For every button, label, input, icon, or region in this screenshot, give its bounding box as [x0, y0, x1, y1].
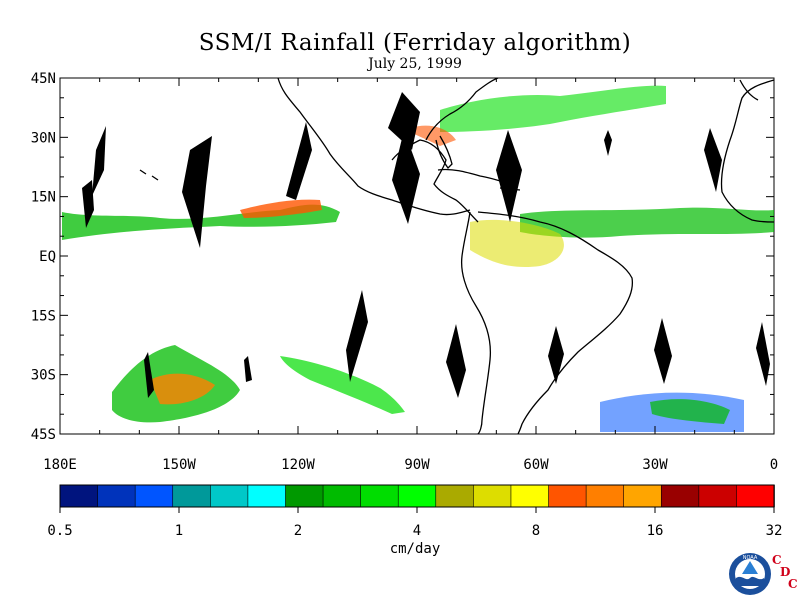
lon-label: 0 [770, 457, 778, 473]
coast-africa-west [720, 79, 775, 223]
colorbar-label: 8 [532, 523, 540, 539]
lat-label: 15S [31, 308, 56, 324]
colorbar-swatch [548, 484, 587, 508]
colorbar-labels: 0.5 1 2 4 8 16 32 [47, 507, 782, 539]
cdc-letter-1: C [772, 553, 782, 567]
logo-text: NOAA [743, 555, 758, 561]
colorbar-swatch [247, 484, 287, 508]
coast-iberia [739, 79, 759, 101]
colorbar-label: 16 [647, 523, 664, 539]
colorbar-swatch [510, 484, 550, 508]
lat-label: 30S [31, 368, 56, 384]
lat-label: 45S [31, 427, 56, 443]
swath-gap-8 [604, 130, 612, 156]
missing-data-swaths [82, 92, 770, 398]
lon-label: 180E [43, 457, 77, 473]
coast-hawaii [139, 169, 159, 181]
swath-gap-15 [144, 352, 154, 398]
colorbar-label: 0.5 [47, 523, 72, 539]
colorbar-label: 4 [413, 523, 421, 539]
colorbar-swatch [660, 484, 700, 508]
colorbar-swatch [210, 484, 249, 508]
colorbar-units: cm/day [389, 541, 441, 557]
swath-gap-1 [92, 126, 106, 196]
colorbar-swatch [285, 484, 324, 508]
lat-label: 45N [31, 71, 56, 87]
colorbar-swatch [435, 484, 475, 508]
rain-band-gulf [410, 125, 456, 146]
swath-gap-7 [496, 130, 522, 222]
swath-gap-14 [756, 322, 770, 386]
coast-south-america-west [460, 211, 492, 435]
colorbar-swatch [623, 484, 663, 508]
rain-band-amazon [470, 219, 564, 268]
lat-label: EQ [39, 249, 56, 265]
colorbar [59, 484, 775, 508]
lat-label: 30N [31, 130, 56, 146]
colorbar-swatch [172, 484, 212, 508]
rain-band-itcz-atlantic [520, 207, 774, 238]
rain-band-north-atlantic [440, 85, 666, 132]
lon-label: 60W [523, 457, 549, 473]
rain-band-south-atlantic-core [650, 399, 730, 424]
lat-axis: 45N 30N 15N EQ 15S 30S 45S [31, 71, 774, 443]
map-title: SSM/I Rainfall (Ferriday algorithm) [198, 30, 632, 56]
coast-north-america-atlantic [425, 77, 499, 141]
cdc-letter-2: D [780, 565, 791, 579]
colorbar-swatch [134, 484, 174, 508]
lon-label: 150W [162, 457, 196, 473]
rain-band-itcz-core [240, 199, 322, 218]
swath-gap-12 [548, 326, 564, 384]
swath-gap-10 [346, 290, 368, 382]
cdc-credit: C D C [770, 553, 800, 593]
lon-axis: 180E 150W 120W 90W 60W 30W 0 [43, 78, 778, 473]
swath-gap-5 [388, 92, 420, 150]
lon-label: 90W [404, 457, 430, 473]
rain-band-south-pacific-storm-core [150, 373, 215, 405]
rain-band-south-pacific-frontal [280, 356, 405, 414]
colorbar-label: 2 [294, 523, 302, 539]
colorbar-swatch [59, 484, 99, 508]
colorbar-swatch [698, 484, 738, 508]
swath-gap-9 [704, 128, 722, 192]
swath-gap-3 [182, 136, 212, 248]
noaa-logo: NOAA [729, 553, 771, 595]
cdc-letter-3: C [788, 577, 798, 591]
swath-gap-4 [286, 122, 312, 200]
swath-gap-2 [82, 180, 94, 228]
colorbar-swatch [322, 484, 362, 508]
colorbar-swatch [97, 484, 136, 508]
colorbar-swatch [585, 484, 625, 508]
coast-gulf-caribbean [391, 139, 479, 223]
colorbar-swatch [736, 484, 775, 508]
coast-north-america-pacific [277, 77, 471, 216]
coast-south-america-east [477, 211, 634, 435]
swath-gap-16 [244, 356, 252, 382]
lon-label: 30W [642, 457, 668, 473]
swath-gap-6 [392, 130, 420, 224]
colorbar-swatch [473, 484, 512, 508]
map-date: July 25, 1999 [368, 56, 462, 72]
colorbar-label: 1 [175, 523, 183, 539]
swath-gap-11 [446, 324, 466, 398]
colorbar-swatch [397, 484, 437, 508]
swath-gap-13 [654, 318, 672, 384]
coast-florida [435, 135, 453, 169]
lat-label: 15N [31, 190, 56, 206]
lon-label: 120W [281, 457, 315, 473]
colorbar-label: 32 [766, 523, 783, 539]
colorbar-swatch [360, 484, 400, 508]
rainfall-bands [62, 85, 774, 432]
